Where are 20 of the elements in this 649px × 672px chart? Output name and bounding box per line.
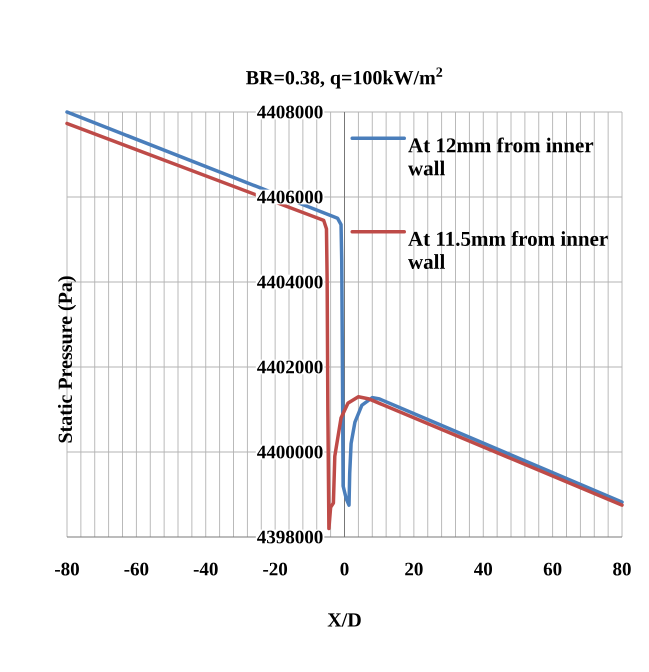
x-tick-label: -40 xyxy=(194,562,218,576)
x-tick-label: -80 xyxy=(55,562,79,576)
x-tick-label: 60 xyxy=(544,562,562,576)
x-tick-label: -20 xyxy=(263,562,288,576)
x-tick-label: 80 xyxy=(613,562,631,576)
x-tick-label: -60 xyxy=(124,562,148,576)
x-tick-label: 40 xyxy=(474,562,492,576)
legend-label: At 12mm from inner wall xyxy=(408,137,594,176)
chart-title: BR=0.38, q=100kW/m$^{2}$ xyxy=(246,67,442,89)
y-tick-label: 4398000 xyxy=(257,530,323,544)
y-axis-title: Static Pressure (Pa) xyxy=(58,276,76,442)
y-tick-label: 4402000 xyxy=(257,360,323,374)
x-tick-label: 20 xyxy=(405,562,423,576)
y-tick-label: 4400000 xyxy=(257,446,323,458)
y-tick-label: 4408000 xyxy=(257,106,323,118)
y-tick-label: 4406000 xyxy=(257,190,323,204)
legend-label: At 11.5mm from inner wall xyxy=(408,230,608,269)
x-tick-label: 0 xyxy=(340,562,349,576)
x-axis-title: X/D xyxy=(328,613,361,627)
y-tick-label: 4404000 xyxy=(257,276,323,288)
